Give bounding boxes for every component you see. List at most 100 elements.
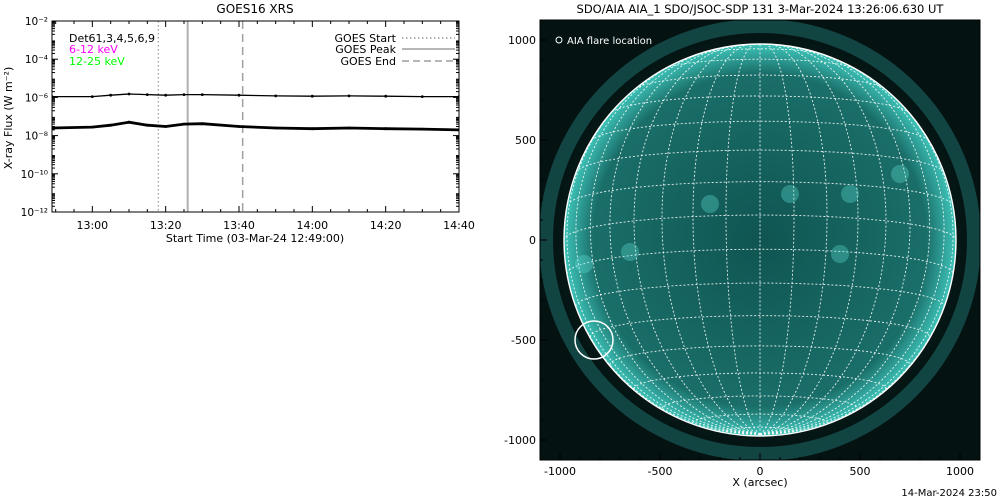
goes-y-axis-label: X-ray Flux (W m⁻²) <box>2 67 15 169</box>
goes-data-point <box>164 125 168 128</box>
goes-series-line-2 <box>52 120 459 132</box>
footer-timestamp: 14-Mar-2024 23:50 <box>901 488 997 499</box>
goes-data-point <box>310 127 314 131</box>
goes-data-point <box>200 93 204 96</box>
grid-line <box>759 43 828 435</box>
aia-x-tick-label: 500 <box>850 465 871 478</box>
goes-panel: GOES16 XRS 13:00 13:20 13:40 14:00 14:20 14:4… <box>2 2 475 245</box>
aia-image <box>540 20 980 460</box>
legend-goes-start-label: GOES Start <box>335 32 397 45</box>
grid-line <box>590 120 930 141</box>
goes-data-point <box>347 126 351 130</box>
solar-limb <box>563 43 957 437</box>
goes-data-point <box>164 93 168 97</box>
goes-plot-frame <box>51 20 460 213</box>
goes-data-point <box>237 125 241 128</box>
grid-line <box>633 45 761 435</box>
goes-data-point <box>310 94 314 98</box>
goes-data-point <box>90 125 94 129</box>
aia-y-tick-label: -1000 <box>504 434 536 447</box>
active-region-glow <box>701 195 719 213</box>
grid-line <box>563 239 761 435</box>
aia-y-tick-label: 0 <box>529 234 536 247</box>
goes-data-point <box>420 127 424 131</box>
grid-line <box>563 214 957 241</box>
aia-y-tick-label: 500 <box>515 134 536 147</box>
active-region-glow <box>781 185 799 203</box>
goes-y-tick-label: 10⁻¹⁰ <box>21 169 48 181</box>
grid-line <box>589 48 761 435</box>
goes-y-tick-label: 10⁻⁴ <box>25 54 48 66</box>
goes-data-point <box>347 94 351 98</box>
goes-data-point <box>384 94 388 98</box>
goes-x-tick-label: 14:20 <box>370 219 402 232</box>
active-region-glow <box>575 255 593 273</box>
grid-line <box>759 44 859 435</box>
solar-disk <box>564 44 956 436</box>
grid-line <box>589 315 931 338</box>
grid-line <box>759 43 795 435</box>
aia-x-tick-label: -500 <box>648 465 673 478</box>
grid-line <box>759 46 911 435</box>
grid-line <box>661 44 761 435</box>
goes-detectors-label: Det61,3,4,5,6,9 <box>69 32 155 45</box>
goes-data-point <box>109 123 113 127</box>
active-region-glow <box>831 245 849 263</box>
aia-legend-symbol <box>555 36 563 44</box>
goes-y-tick-label: 10⁻⁸ <box>25 131 48 143</box>
goes-y-tick-label: 10⁻¹² <box>21 207 48 219</box>
goes-y-tick-label: 10⁻⁶ <box>25 92 48 104</box>
goes-x-tick-label: 14:00 <box>296 219 328 232</box>
aia-title: SDO/AIA AIA_1 SDO/JSOC-SDP 131 3-Mar-202… <box>577 2 945 16</box>
active-region-glow <box>891 165 909 183</box>
goes-data-point <box>145 93 149 96</box>
goes-data-point <box>384 127 388 131</box>
grid-line <box>759 48 931 435</box>
aia-x-axis-label: X (arcsec) <box>732 476 787 489</box>
goes-band-low-label: 6-12 keV <box>69 43 118 56</box>
goes-data-point <box>274 94 278 98</box>
goes-data-point <box>127 92 131 96</box>
goes-data-point <box>127 120 131 124</box>
aia-legend-label: AIA flare location <box>567 36 652 47</box>
grid-line <box>759 239 957 435</box>
goes-data-point <box>182 93 186 96</box>
grid-line <box>692 43 761 435</box>
grid-line <box>635 74 885 89</box>
goes-data-point <box>182 122 186 126</box>
goes-legend: GOES Start GOES Peak GOES End <box>335 32 455 68</box>
goes-x-tick-label: 14:40 <box>443 219 475 232</box>
goes-x-axis-label: Start Time (03-Mar-24 12:49:00) <box>166 232 344 245</box>
aia-panel: SDO/AIA AIA_1 SDO/JSOC-SDP 131 3-Mar-202… <box>504 2 981 489</box>
grid-line <box>566 85 761 435</box>
goes-data-point <box>200 122 204 126</box>
aia-x-tick-label: 1000 <box>946 465 974 478</box>
grid-line <box>725 43 761 435</box>
flare-location-marker <box>574 320 614 360</box>
active-region-glow <box>841 185 859 203</box>
goes-data-point <box>90 95 94 98</box>
grid-line <box>611 95 909 113</box>
legend-goes-end-label: GOES End <box>340 55 396 68</box>
goes-data-point <box>420 95 424 98</box>
legend-goes-peak-label: GOES Peak <box>335 43 396 56</box>
grid-line <box>759 85 954 435</box>
goes-data-point <box>145 123 149 127</box>
goes-x-tick-label: 13:40 <box>223 219 255 232</box>
heliographic-grid <box>563 43 957 435</box>
grid-line <box>759 45 887 435</box>
goes-x-tick-label: 13:00 <box>76 219 108 232</box>
grid-line <box>575 149 945 173</box>
goes-data-point <box>274 126 278 130</box>
aia-y-tick-label: 1000 <box>508 34 536 47</box>
goes-data-point <box>237 93 241 97</box>
aia-x-tick-label: -1000 <box>544 465 576 478</box>
goes-data-layer <box>52 21 459 212</box>
aia-x-tick-label: 0 <box>757 465 764 478</box>
goes-band-high-label: 12-25 keV <box>69 55 125 68</box>
goes-data-point <box>109 93 113 97</box>
grid-line <box>609 46 761 435</box>
goes-series-line-1 <box>52 93 459 98</box>
aia-y-tick-label: -500 <box>511 334 536 347</box>
goes-x-tick-label: 13:20 <box>150 219 182 232</box>
